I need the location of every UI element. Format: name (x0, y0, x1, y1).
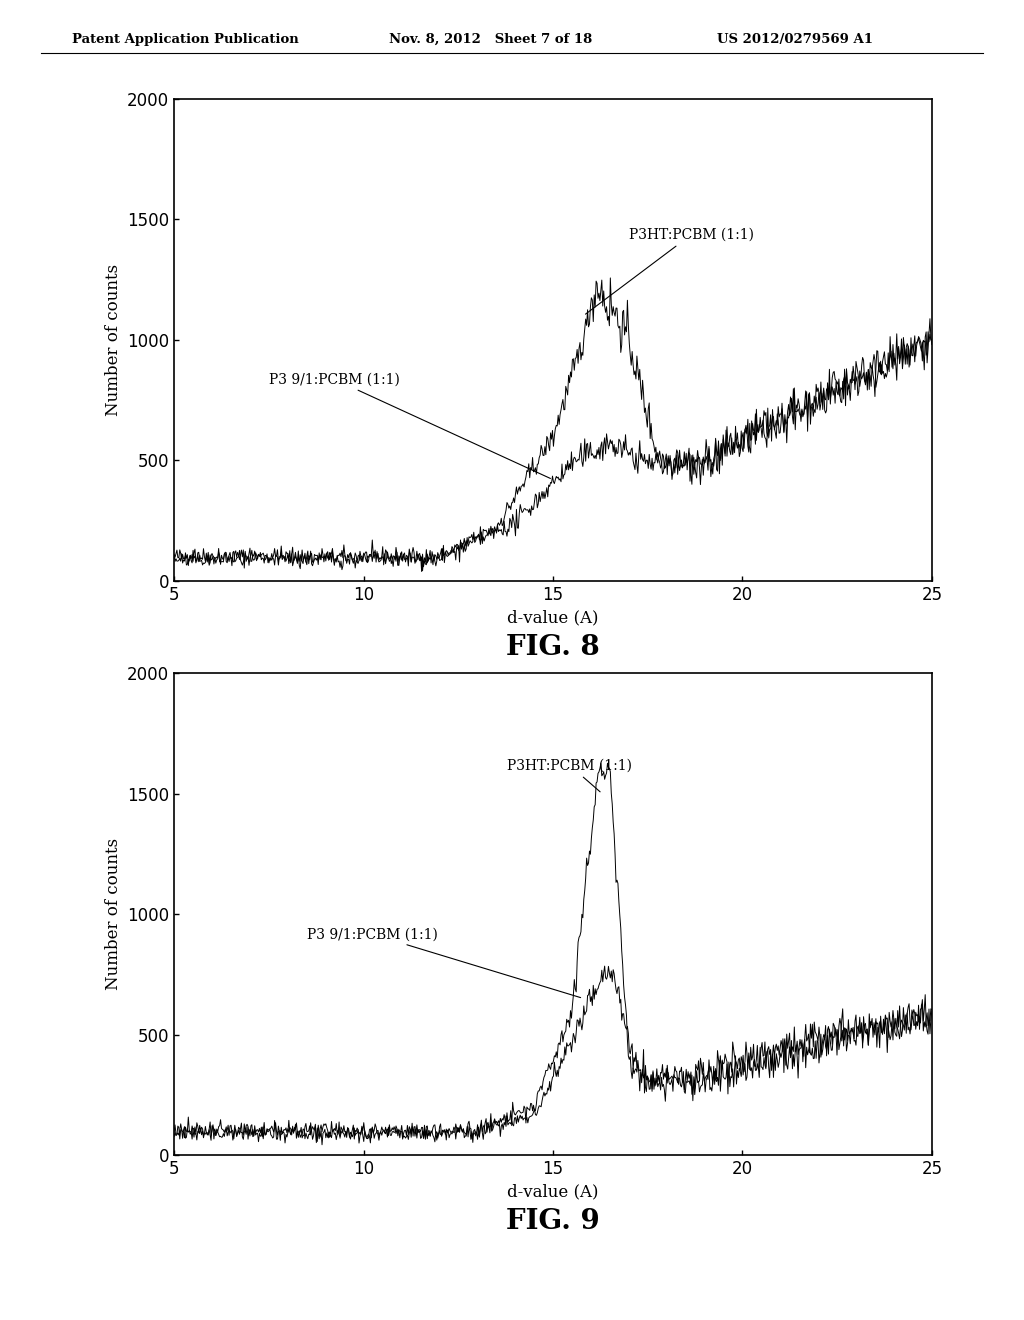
Text: Patent Application Publication: Patent Application Publication (72, 33, 298, 46)
Text: P3 9/1:PCBM (1:1): P3 9/1:PCBM (1:1) (307, 927, 581, 998)
X-axis label: d-value (A): d-value (A) (507, 610, 599, 626)
Text: Nov. 8, 2012   Sheet 7 of 18: Nov. 8, 2012 Sheet 7 of 18 (389, 33, 592, 46)
Text: US 2012/0279569 A1: US 2012/0279569 A1 (717, 33, 872, 46)
Text: P3HT:PCBM (1:1): P3HT:PCBM (1:1) (508, 759, 633, 792)
Y-axis label: Number of counts: Number of counts (104, 264, 122, 416)
Text: P3HT:PCBM (1:1): P3HT:PCBM (1:1) (586, 228, 754, 314)
Text: FIG. 8: FIG. 8 (506, 634, 600, 660)
Text: P3 9/1:PCBM (1:1): P3 9/1:PCBM (1:1) (268, 372, 551, 478)
Text: FIG. 9: FIG. 9 (506, 1208, 600, 1234)
Y-axis label: Number of counts: Number of counts (104, 838, 122, 990)
X-axis label: d-value (A): d-value (A) (507, 1184, 599, 1200)
